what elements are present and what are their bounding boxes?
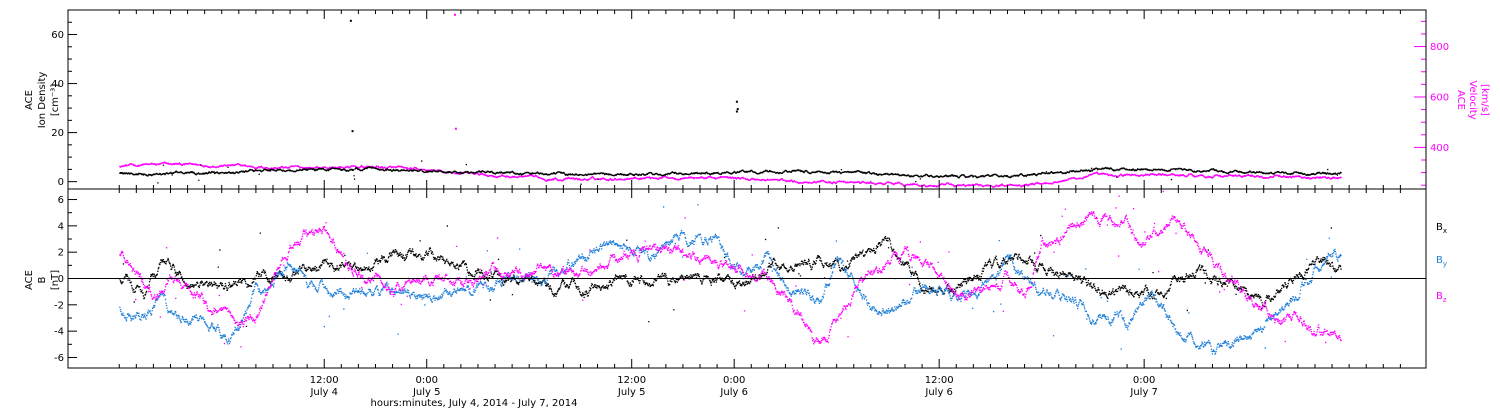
bfield-ylabel-line1: ACE xyxy=(24,270,35,290)
density-velocity-panel: 0 20 40 60 400 600 800 ACE Ion Density [cm⁻³]… xyxy=(24,9,1490,190)
density-ylabel-line3: [cm⁻³] xyxy=(50,84,61,116)
velocity-tick-label: 400 xyxy=(1430,143,1449,154)
time-tick-label: 0:00 xyxy=(1133,375,1155,386)
density-tick-label: 0 xyxy=(58,177,64,188)
date-tick-label: July 6 xyxy=(719,387,748,398)
date-tick-label: July 4 xyxy=(309,387,338,398)
velocity-ylabel-line1: ACE xyxy=(1455,90,1466,110)
bfield-tick-label: 4 xyxy=(58,221,64,232)
legend-bz: Bz xyxy=(1436,291,1447,304)
velocity-trace-points xyxy=(119,161,1342,188)
density-trace xyxy=(119,160,1342,185)
velocity-ylabel-line2: Velocity xyxy=(1467,80,1478,119)
density-velocity-series xyxy=(119,160,1342,188)
bfield-tick-label: 6 xyxy=(58,195,64,206)
velocity-outlier xyxy=(454,127,457,130)
velocity-trace xyxy=(119,161,1342,188)
bfield-ylabel-line2: B xyxy=(37,276,48,283)
bz-trace xyxy=(119,190,1342,348)
velocity-axis-ticks: 400 600 800 xyxy=(1414,20,1449,186)
density-outlier xyxy=(351,130,354,133)
bfield-tick-label: 2 xyxy=(58,248,64,259)
bx-trace-points xyxy=(119,225,1342,327)
bfield-tick-label: -6 xyxy=(54,353,64,364)
date-tick-label: July 5 xyxy=(617,387,646,398)
bfield-tick-label: -2 xyxy=(54,300,64,311)
density-axis-ticks: 0 20 40 60 xyxy=(51,21,77,188)
density-tick-label: 20 xyxy=(51,128,64,139)
by-trace xyxy=(119,204,1342,355)
date-tick-label: July 5 xyxy=(412,387,441,398)
bz-trace-points xyxy=(119,190,1342,348)
magnetic-field-panel: -6 -4 -2 0 2 4 6 ACE B [nT] Bx By Bz xyxy=(24,188,1447,369)
density-ylabel-line2: Ion Density xyxy=(37,72,48,129)
by-trace-points xyxy=(119,204,1342,355)
density-trace-points xyxy=(119,160,1342,185)
density-velocity-frame xyxy=(67,9,1427,190)
time-tick-label: 12:00 xyxy=(310,375,339,386)
time-tick-label: 0:00 xyxy=(723,375,745,386)
time-tick-label: 0:00 xyxy=(415,375,437,386)
date-tick-label: July 7 xyxy=(1129,387,1158,398)
bfield-tick-label: -4 xyxy=(54,327,64,338)
bfield-series xyxy=(119,190,1342,355)
velocity-tick-label: 800 xyxy=(1430,42,1449,53)
velocity-outlier xyxy=(454,13,457,16)
density-tick-label: 60 xyxy=(51,30,64,41)
density-outlier xyxy=(735,110,738,113)
legend-bx: Bx xyxy=(1436,222,1447,235)
velocity-tick-label: 600 xyxy=(1430,92,1449,103)
bfield-axis-ticks: -6 -4 -2 0 2 4 6 xyxy=(54,195,77,364)
density-outlier xyxy=(735,100,738,103)
density-velocity-outliers xyxy=(349,13,739,133)
bx-trace xyxy=(119,225,1342,327)
time-axis-label: hours:minutes, July 4, 2014 - July 7, 20… xyxy=(371,398,578,409)
density-outlier xyxy=(736,108,739,111)
bfield-ylabel-line3: [nT] xyxy=(50,270,61,290)
bfield-tick-label: 0 xyxy=(58,274,64,285)
bfield-frame xyxy=(67,188,1427,369)
velocity-ylabel-line3: [km/s] xyxy=(1479,84,1490,116)
density-tick-label: 40 xyxy=(51,79,64,90)
density-outlier xyxy=(349,19,352,22)
density-ylabel-line1: ACE xyxy=(24,90,35,110)
date-tick-label: July 6 xyxy=(924,387,953,398)
time-tick-label: 12:00 xyxy=(925,375,954,386)
time-tick-label: 12:00 xyxy=(617,375,646,386)
legend-by: By xyxy=(1436,255,1447,268)
